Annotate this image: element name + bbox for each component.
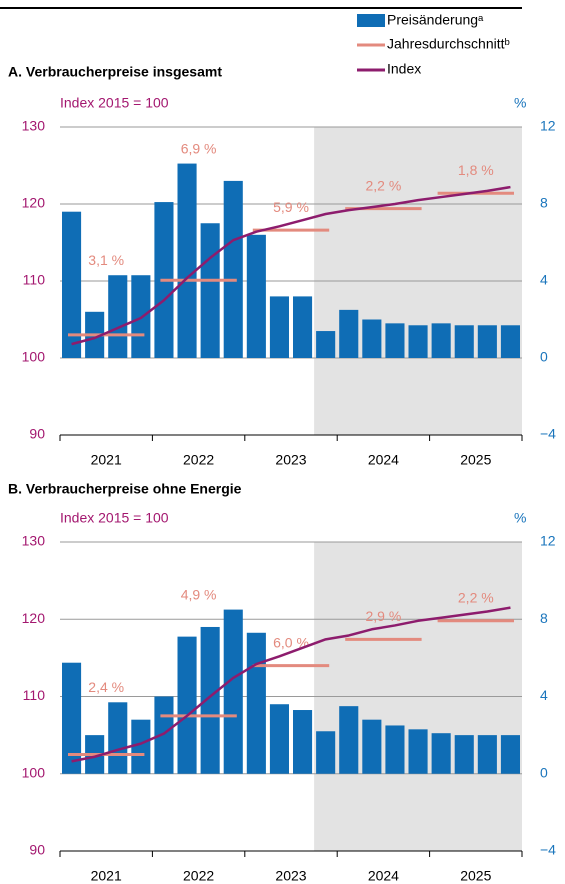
x-tick-label: 2025	[460, 452, 491, 468]
y-tick-label: 130	[22, 118, 46, 134]
index-line	[71, 185, 511, 346]
bar	[431, 323, 451, 358]
y2-tick-label: 12	[540, 533, 556, 549]
bar	[177, 636, 197, 774]
x-tick-label: 2025	[460, 868, 491, 884]
bar	[200, 626, 220, 774]
right-axis-label: %	[514, 510, 526, 526]
legend: Preisänderungᵃ Jahresdurchschnittᵇ Index	[357, 12, 510, 77]
y2-tick-label: −4	[540, 426, 556, 442]
y2-tick-label: 4	[540, 687, 548, 703]
bar	[62, 211, 82, 358]
bar	[339, 706, 359, 774]
y-tick-label: 110	[23, 687, 46, 703]
right-axis-label: %	[514, 95, 526, 111]
bar	[223, 180, 243, 358]
annotation: 5,9 %	[273, 199, 309, 215]
bar	[246, 234, 266, 358]
left-axis-label: Index 2015 = 100	[60, 510, 169, 526]
legend-label: Jahresdurchschnittᵇ	[387, 36, 510, 52]
bar	[500, 325, 520, 358]
x-tick-label: 2023	[275, 452, 306, 468]
bar	[108, 275, 128, 358]
bar	[454, 325, 474, 358]
annotation: 2,9 %	[365, 608, 401, 624]
bar	[293, 296, 313, 358]
left-axis-label: Index 2015 = 100	[60, 95, 169, 111]
y-tick-label: 120	[22, 610, 46, 626]
y-tick-label: 110	[23, 272, 46, 288]
x-tick-label: 2024	[368, 452, 399, 468]
annotation: 4,9 %	[181, 586, 217, 602]
bar	[362, 719, 382, 774]
bar	[385, 725, 405, 774]
annotation: 2,2 %	[458, 589, 494, 605]
x-tick-label: 2024	[368, 868, 399, 884]
legend-label: Index	[387, 61, 421, 77]
annotation: 6,9 %	[181, 140, 217, 156]
bar	[131, 719, 151, 774]
legend-swatch	[357, 14, 385, 27]
x-tick-label: 2022	[183, 868, 214, 884]
y-tick-label: 100	[22, 349, 46, 365]
panel-title: A. Verbraucherpreise insgesamt	[8, 64, 222, 80]
x-tick-label: 2021	[91, 868, 122, 884]
bar	[177, 163, 197, 358]
y2-tick-label: 4	[540, 272, 548, 288]
index-line	[71, 606, 511, 763]
y-tick-label: 120	[22, 195, 46, 211]
bar	[316, 331, 336, 358]
bar	[385, 323, 405, 358]
bar	[293, 710, 313, 774]
y-tick-label: 130	[22, 533, 46, 549]
y2-tick-label: 12	[540, 118, 556, 134]
y2-tick-label: 8	[540, 610, 548, 626]
x-tick-label: 2022	[183, 452, 214, 468]
bar	[339, 309, 359, 358]
bar	[477, 735, 497, 774]
bar	[454, 735, 474, 774]
bar	[269, 704, 289, 774]
y-tick-label: 90	[29, 842, 45, 858]
bar	[316, 731, 336, 774]
x-tick-label: 2023	[275, 868, 306, 884]
bar	[200, 223, 220, 358]
bar	[269, 296, 289, 358]
bar	[408, 729, 428, 774]
y2-tick-label: 0	[540, 764, 548, 780]
annotation: 2,2 %	[365, 177, 401, 193]
x-tick-label: 2021	[91, 452, 122, 468]
annotation: 6,0 %	[273, 634, 309, 650]
annotation: 1,8 %	[458, 162, 494, 178]
bar	[477, 325, 497, 358]
bar	[431, 733, 451, 774]
bar	[246, 632, 266, 774]
y2-tick-label: 0	[540, 349, 548, 365]
bar	[500, 735, 520, 774]
annotation: 3,1 %	[88, 252, 124, 268]
bar	[108, 702, 128, 774]
y-tick-label: 100	[22, 764, 46, 780]
bar	[62, 662, 82, 774]
annotation: 2,4 %	[88, 679, 124, 695]
bar	[362, 319, 382, 358]
y2-tick-label: −4	[540, 842, 556, 858]
legend-label: Preisänderungᵃ	[387, 12, 484, 28]
panel-title: B. Verbraucherpreise ohne Energie	[8, 481, 242, 497]
bar	[223, 609, 243, 774]
bar	[408, 325, 428, 358]
y2-tick-label: 8	[540, 195, 548, 211]
y-tick-label: 90	[29, 426, 45, 442]
